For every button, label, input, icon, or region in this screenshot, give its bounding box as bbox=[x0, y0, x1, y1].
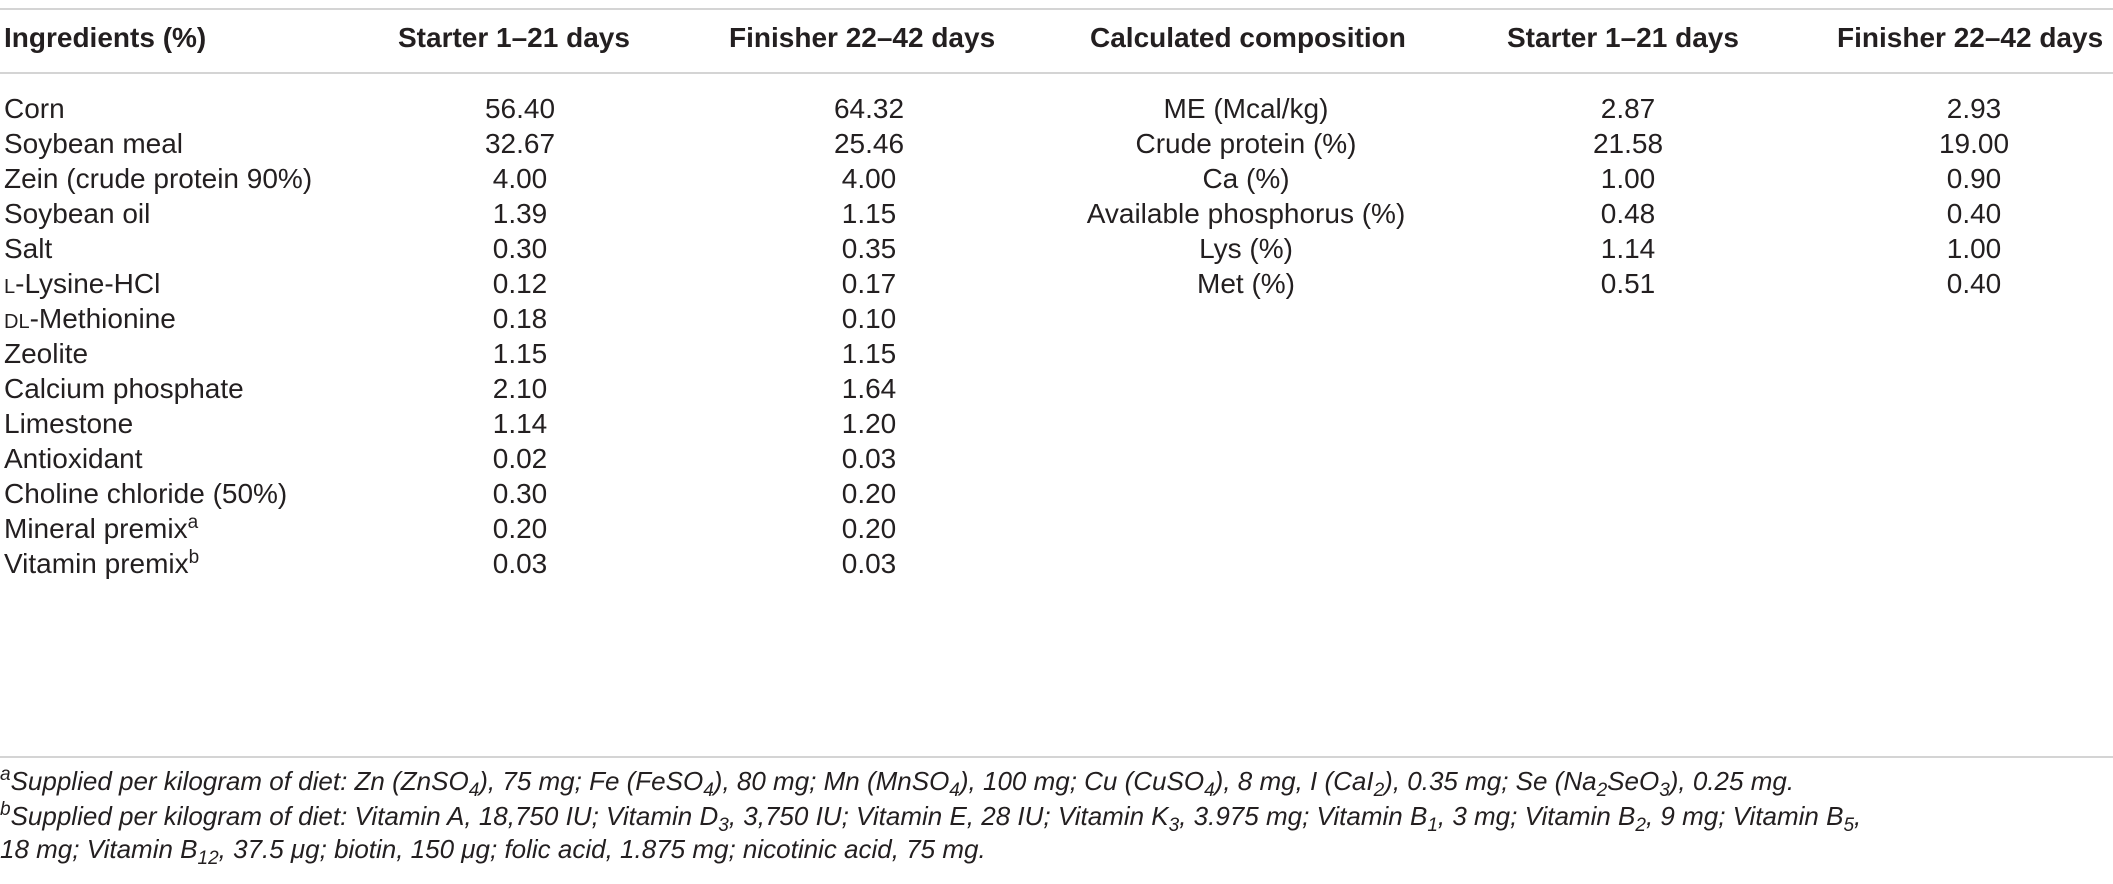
footnote-mark: b bbox=[0, 799, 11, 820]
ingredient-starter-value: 0.20 bbox=[492, 513, 548, 544]
ingredient-starter-value: 0.03 bbox=[492, 548, 548, 579]
ingredient-name: Corn bbox=[4, 93, 65, 124]
ingredient-name: DL-Methionine bbox=[4, 303, 176, 334]
ingredient-starter-value: 56.40 bbox=[484, 93, 556, 124]
composition-finisher-value: 0.40 bbox=[1946, 268, 2002, 299]
ingredient-finisher-value: 1.64 bbox=[841, 373, 897, 404]
ingredient-starter-value: 0.12 bbox=[492, 268, 548, 299]
composition-starter-value: 2.87 bbox=[1600, 93, 1656, 124]
composition-starter-value: 1.00 bbox=[1600, 163, 1656, 194]
ingredient-name: Soybean meal bbox=[4, 128, 184, 159]
header-finisher-composition: Finisher 22–42 days bbox=[1837, 22, 2104, 53]
composition-finisher-value: 19.00 bbox=[1938, 128, 2010, 159]
ingredient-finisher-value: 0.20 bbox=[841, 478, 897, 509]
ingredient-name: Antioxidant bbox=[4, 443, 143, 474]
ingredient-name: Soybean oil bbox=[4, 198, 151, 229]
top-rule bbox=[0, 8, 2113, 10]
footnote-b: bSupplied per kilogram of diet: Vitamin … bbox=[0, 799, 1862, 869]
composition-finisher-value: 1.00 bbox=[1946, 233, 2002, 264]
composition-name: Lys (%) bbox=[1199, 233, 1293, 264]
ingredient-starter-value: 1.15 bbox=[492, 338, 548, 369]
ingredient-finisher-value: 1.20 bbox=[841, 408, 897, 439]
ingredient-finisher-value: 0.20 bbox=[841, 513, 897, 544]
ingredient-name: Vitamin premixb bbox=[4, 547, 200, 579]
ingredient-name: L-Lysine-HCl bbox=[4, 268, 161, 299]
ingredient-name: Zeolite bbox=[4, 338, 89, 369]
composition-name: Crude protein (%) bbox=[1135, 128, 1357, 159]
footnote-mark: a bbox=[0, 764, 11, 785]
composition-finisher-value: 0.90 bbox=[1946, 163, 2002, 194]
ingredient-starter-value: 32.67 bbox=[484, 128, 556, 159]
composition-name: Available phosphorus (%) bbox=[1086, 198, 1406, 229]
composition-name: Met (%) bbox=[1197, 268, 1295, 299]
ingredient-name: Calcium phosphate bbox=[4, 373, 244, 404]
header-calculated-composition: Calculated composition bbox=[1090, 22, 1406, 53]
ingredient-finisher-value: 64.32 bbox=[833, 93, 905, 124]
ingredient-starter-value: 0.18 bbox=[492, 303, 548, 334]
ingredient-finisher-value: 25.46 bbox=[833, 128, 905, 159]
ingredient-name: Salt bbox=[4, 233, 53, 264]
ingredient-finisher-value: 4.00 bbox=[841, 163, 897, 194]
header-starter-composition: Starter 1–21 days bbox=[1507, 22, 1739, 53]
ingredient-finisher-value: 1.15 bbox=[841, 338, 897, 369]
ingredient-finisher-value: 1.15 bbox=[841, 198, 897, 229]
ingredient-starter-value: 2.10 bbox=[492, 373, 548, 404]
ingredient-starter-value: 0.30 bbox=[492, 478, 548, 509]
composition-starter-value: 21.58 bbox=[1592, 128, 1664, 159]
ingredient-starter-value: 4.00 bbox=[492, 163, 548, 194]
ingredient-finisher-value: 0.03 bbox=[841, 548, 897, 579]
header-ingredients: Ingredients (%) bbox=[4, 22, 207, 53]
ingredient-finisher-value: 0.10 bbox=[841, 303, 897, 334]
ingredient-finisher-value: 0.17 bbox=[841, 268, 897, 299]
ingredient-starter-value: 0.02 bbox=[492, 443, 548, 474]
composition-starter-value: 1.14 bbox=[1600, 233, 1656, 264]
header-finisher: Finisher 22–42 days bbox=[729, 22, 996, 53]
ingredient-name: Limestone bbox=[4, 408, 134, 439]
header-starter: Starter 1–21 days bbox=[398, 22, 630, 53]
composition-finisher-value: 0.40 bbox=[1946, 198, 2002, 229]
composition-starter-value: 0.51 bbox=[1600, 268, 1656, 299]
ingredient-starter-value: 1.39 bbox=[492, 198, 548, 229]
ingredient-name: Mineral premixa bbox=[4, 512, 199, 544]
ingredient-name: Zein (crude protein 90%) bbox=[4, 163, 313, 194]
composition-name: ME (Mcal/kg) bbox=[1163, 93, 1329, 124]
ingredient-name: Choline chloride (50%) bbox=[4, 478, 288, 509]
bottom-rule bbox=[0, 756, 2113, 758]
ingredient-finisher-value: 0.35 bbox=[841, 233, 897, 264]
composition-starter-value: 0.48 bbox=[1600, 198, 1656, 229]
ingredient-finisher-value: 0.03 bbox=[841, 443, 897, 474]
ingredient-starter-value: 1.14 bbox=[492, 408, 548, 439]
composition-finisher-value: 2.93 bbox=[1946, 93, 2002, 124]
ingredient-starter-value: 0.30 bbox=[492, 233, 548, 264]
footnote-a: aSupplied per kilogram of diet: Zn (ZnSO… bbox=[0, 764, 1795, 801]
composition-name: Ca (%) bbox=[1202, 163, 1290, 194]
header-rule bbox=[0, 72, 2113, 74]
